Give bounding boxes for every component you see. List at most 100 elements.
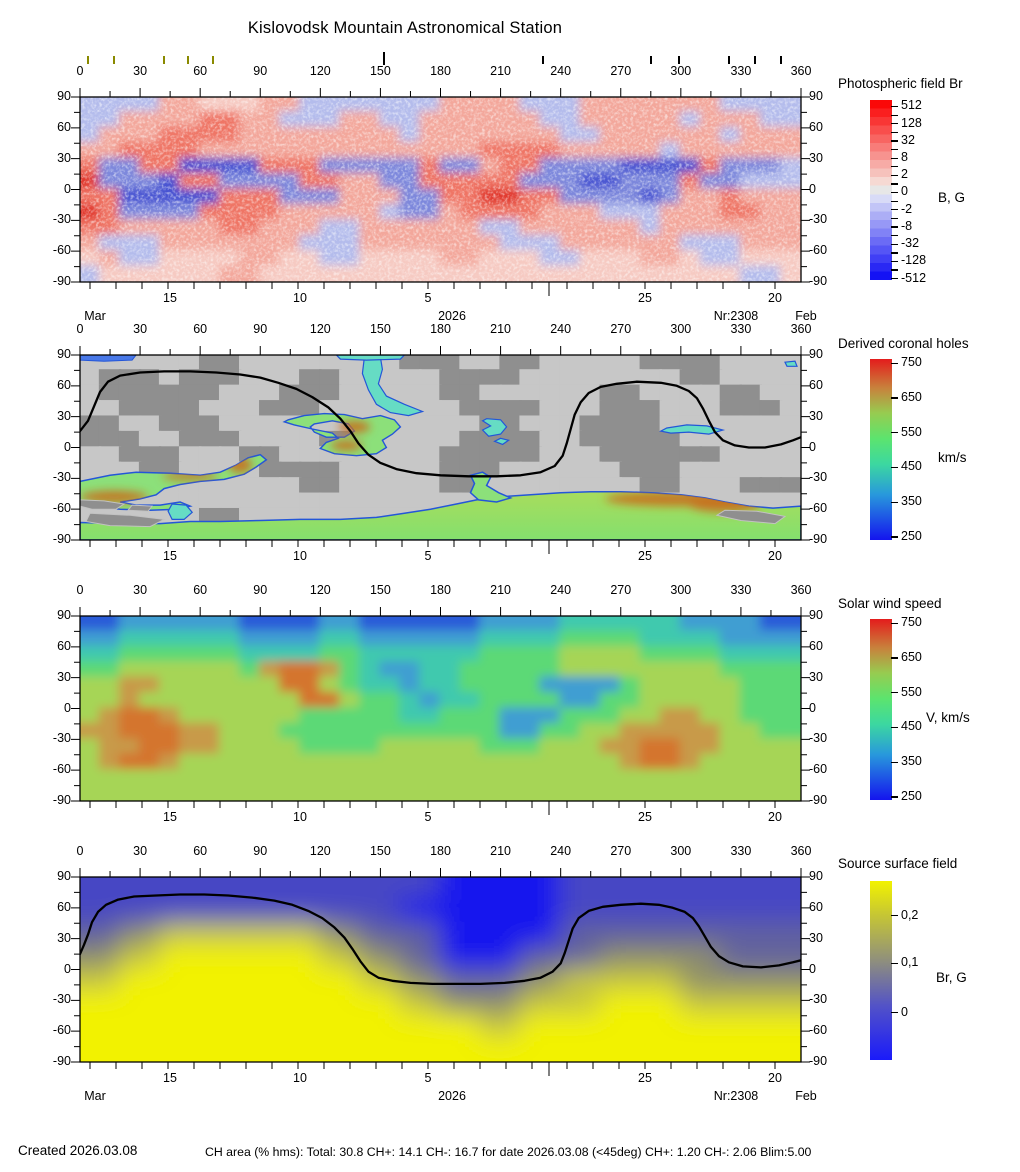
lat-axis-label-left: -60 xyxy=(52,243,71,258)
lon-axis-label: 90 xyxy=(253,844,268,858)
lon-axis-label: 210 xyxy=(490,322,511,336)
lat-axis-label-left: 0 xyxy=(64,961,71,976)
lat-axis-label-left: 60 xyxy=(57,377,71,392)
colorbar-tick-label: 650 xyxy=(901,649,922,664)
lon-axis-label: 60 xyxy=(193,583,208,597)
colorbar-tick-label: 250 xyxy=(901,788,922,803)
map-coronal-holes xyxy=(71,346,810,554)
colorbar-tick xyxy=(891,915,898,917)
colorbar-tick-label: 128 xyxy=(901,115,922,130)
colorbar-tick xyxy=(891,726,898,729)
lon-axis-label: 180 xyxy=(430,322,451,336)
lat-axis-label-right: 0 xyxy=(809,961,816,976)
lon-axis-label: 60 xyxy=(193,322,208,336)
lat-axis-label-right: -60 xyxy=(809,501,828,516)
rotation-number-label: Nr:2308 xyxy=(713,1089,759,1103)
colorbar-tick xyxy=(891,209,898,211)
colorbar-unit-vkms: V, km/s xyxy=(926,710,970,725)
colorbar-tick xyxy=(891,362,898,364)
colorbar-tick xyxy=(891,397,898,399)
lat-axis-label-left: 30 xyxy=(57,930,71,945)
colorbar-tick-label: 0,2 xyxy=(901,907,919,922)
lon-axis-label: 120 xyxy=(309,322,331,336)
colorbar-title-coronal-holes: Derived coronal holes xyxy=(838,336,969,351)
colorbar-tick-label: 450 xyxy=(901,719,922,734)
lon-axis-label: 0 xyxy=(76,64,84,78)
lon-axis-label: 360 xyxy=(790,64,812,78)
lat-axis-label-right: -60 xyxy=(809,1023,828,1038)
colorbar-tick-label: -512 xyxy=(901,270,927,285)
lat-axis-label-left: 90 xyxy=(57,89,71,103)
colorbar-tick xyxy=(891,114,898,116)
lat-axis-label-right: 30 xyxy=(809,408,823,423)
lon-axis-label: 300 xyxy=(670,64,692,78)
lat-axis-label-right: 0 xyxy=(809,700,816,715)
colorbar-unit-bg: B, G xyxy=(938,190,966,205)
observation-tick xyxy=(212,56,214,64)
lat-axis-label-left: 0 xyxy=(64,181,71,196)
lat-axis-label-right: -30 xyxy=(809,992,828,1007)
colorbar-tick xyxy=(891,105,898,108)
date-axis-label: 25 xyxy=(638,810,652,824)
coronal-hole-small xyxy=(167,503,194,520)
lat-axis-label-right: 60 xyxy=(809,377,823,392)
colorbar-tick xyxy=(891,269,898,271)
quiet-region-patch xyxy=(85,512,166,528)
colorbar-tick xyxy=(891,131,898,134)
lat-axis-label-right: 30 xyxy=(809,669,823,684)
lon-axis-label: 150 xyxy=(369,322,391,336)
neutral-line xyxy=(80,370,801,478)
lon-axis-label: 360 xyxy=(790,322,812,336)
lon-axis-label: 270 xyxy=(610,583,632,597)
colorbar-tick xyxy=(891,123,898,125)
colorbar-tick xyxy=(891,761,898,763)
created-date-text: Created 2026.03.08 xyxy=(18,1143,138,1158)
month-label-feb: Feb xyxy=(795,1089,817,1103)
date-axis-label: 15 xyxy=(163,1071,177,1085)
lat-axis-label-left: -60 xyxy=(52,501,71,516)
lat-axis-label-left: -90 xyxy=(52,1054,71,1068)
lat-axis-label-right: -90 xyxy=(809,1054,828,1068)
coronal-hole-small xyxy=(481,418,508,437)
lat-axis-label-left: 90 xyxy=(57,869,71,883)
lat-axis-label-left: 60 xyxy=(57,899,71,914)
observation-tick xyxy=(163,56,165,64)
lon-axis-label: 360 xyxy=(790,844,812,858)
month-label-mar: Mar xyxy=(84,309,106,323)
quiet-region-patch xyxy=(127,504,154,512)
lat-axis-label-left: 90 xyxy=(57,608,71,622)
colorbar-tick xyxy=(891,226,898,228)
date-axis-label: 20 xyxy=(768,291,782,305)
lon-axis-label: 0 xyxy=(76,844,84,858)
axis-ticks xyxy=(71,346,810,554)
lon-axis-label: 90 xyxy=(253,64,268,78)
lat-axis-label-right: -60 xyxy=(809,762,828,777)
coronal-hole-small xyxy=(493,437,511,446)
lat-axis-label-right: 30 xyxy=(809,150,823,165)
lon-axis-label: 90 xyxy=(253,583,268,597)
colorbar-tick-label: -32 xyxy=(901,236,920,251)
colorbar-tick xyxy=(891,1012,898,1014)
lon-axis-label: 180 xyxy=(430,583,451,597)
lat-axis-label-right: 30 xyxy=(809,930,823,945)
colorbar-tick xyxy=(891,962,898,965)
lat-axis-label-right: -90 xyxy=(809,274,828,288)
colorbar-tick xyxy=(891,692,898,694)
lon-axis-label: 240 xyxy=(550,322,572,336)
coronal-hole-ring xyxy=(282,412,402,457)
lon-axis-label: 330 xyxy=(730,64,752,78)
polar-strip xyxy=(80,355,137,362)
lon-axis-label: 270 xyxy=(610,844,632,858)
date-axis-label: 15 xyxy=(163,549,177,563)
colorbar-tick xyxy=(891,243,898,245)
lat-axis-label-left: -90 xyxy=(52,532,71,546)
observation-tick xyxy=(650,56,652,64)
lon-axis-label: 90 xyxy=(253,322,268,336)
lat-axis-label-right: 90 xyxy=(809,89,823,103)
observation-tick xyxy=(113,56,115,64)
lat-axis-label-right: 90 xyxy=(809,347,823,361)
colorbar-tick-label: 2 xyxy=(901,167,908,182)
lat-axis-label-left: -90 xyxy=(52,274,71,288)
lon-axis-label: 150 xyxy=(369,844,391,858)
date-axis-label: 20 xyxy=(768,549,782,563)
